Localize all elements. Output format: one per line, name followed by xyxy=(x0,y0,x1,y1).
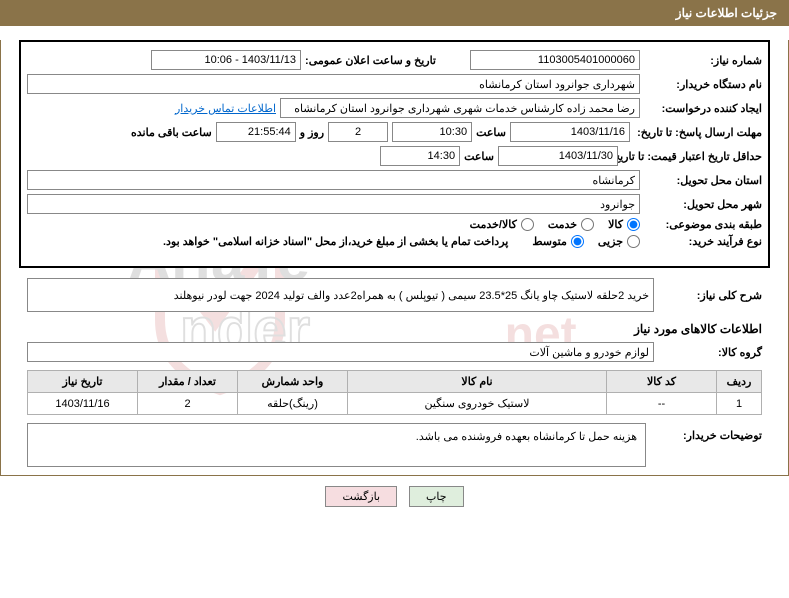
time-remaining: 21:55:44 xyxy=(216,122,296,142)
deadline-resp-time: 10:30 xyxy=(392,122,472,142)
proc-radio-group: جزیی متوسط xyxy=(532,235,640,248)
cell-code: -- xyxy=(607,393,717,415)
radio-medium[interactable] xyxy=(571,235,584,248)
need-desc-label: شرح کلی نیاز: xyxy=(662,289,762,302)
panel-title: جزئیات اطلاعات نیاز xyxy=(676,6,777,20)
back-button[interactable]: بازگشت xyxy=(325,486,397,507)
requester-label: ایجاد کننده درخواست: xyxy=(644,102,762,115)
delivery-province: کرمانشاه xyxy=(27,170,640,190)
payment-note: پرداخت تمام یا بخشی از مبلغ خرید،از محل … xyxy=(163,235,508,248)
outer-frame: شماره نیاز: 1103005401000060 تاریخ و ساع… xyxy=(0,40,789,476)
button-row: چاپ بازگشت xyxy=(0,486,789,507)
th-date: تاریخ نیاز xyxy=(28,371,138,393)
days-and-label: روز و xyxy=(300,126,324,139)
cell-row: 1 xyxy=(717,393,762,415)
category-radio-group: کالا خدمت کالا/خدمت xyxy=(470,218,640,231)
radio-goods-label[interactable]: کالا xyxy=(608,218,640,231)
th-qty: تعداد / مقدار xyxy=(138,371,238,393)
deadline-resp-date: 1403/11/16 xyxy=(510,122,630,142)
buyer-org-field: شهرداری جوانرود استان کرمانشاه xyxy=(27,74,640,94)
cell-unit: (رینگ)حلقه xyxy=(238,393,348,415)
radio-service-label[interactable]: خدمت xyxy=(548,218,594,231)
radio-small[interactable] xyxy=(627,235,640,248)
delivery-province-label: استان محل تحویل: xyxy=(644,174,762,187)
time-label-2: ساعت xyxy=(464,150,494,163)
panel-header: جزئیات اطلاعات نیاز xyxy=(0,0,789,26)
deadline-resp-label: مهلت ارسال پاسخ: تا تاریخ: xyxy=(634,126,762,139)
th-unit: واحد شمارش xyxy=(238,371,348,393)
need-desc: خرید 2حلقه لاستیک چاو یانگ 25*23.5 سیمی … xyxy=(27,278,654,312)
category-label: طبقه بندی موضوعی: xyxy=(644,218,762,231)
time-label-1: ساعت xyxy=(476,126,506,139)
group-field: لوازم خودرو و ماشین آلات xyxy=(27,342,654,362)
need-no-label: شماره نیاز: xyxy=(644,54,762,67)
need-no-field: 1103005401000060 xyxy=(470,50,640,70)
delivery-city-label: شهر محل تحویل: xyxy=(644,198,762,211)
cell-qty: 2 xyxy=(138,393,238,415)
form-container: شماره نیاز: 1103005401000060 تاریخ و ساع… xyxy=(19,40,770,268)
validity-time: 14:30 xyxy=(380,146,460,166)
radio-service[interactable] xyxy=(581,218,594,231)
validity-label: حداقل تاریخ اعتبار قیمت: تا تاریخ: xyxy=(622,150,762,163)
th-name: نام کالا xyxy=(348,371,607,393)
delivery-city: جوانرود xyxy=(27,194,640,214)
radio-goods-service[interactable] xyxy=(521,218,534,231)
items-table: ردیف کد کالا نام کالا واحد شمارش تعداد /… xyxy=(27,370,762,415)
radio-goods-service-label[interactable]: کالا/خدمت xyxy=(470,218,534,231)
th-row: ردیف xyxy=(717,371,762,393)
days-remaining: 2 xyxy=(328,122,388,142)
requester-field: رضا محمد زاده کارشناس خدمات شهری شهرداری… xyxy=(280,98,640,118)
print-button[interactable]: چاپ xyxy=(409,486,464,507)
buyer-contact-link[interactable]: اطلاعات تماس خریدار xyxy=(175,102,276,115)
announce-field: 1403/11/13 - 10:06 xyxy=(151,50,301,70)
buyer-org-label: نام دستگاه خریدار: xyxy=(644,78,762,91)
radio-small-label[interactable]: جزیی xyxy=(598,235,640,248)
cell-date: 1403/11/16 xyxy=(28,393,138,415)
radio-goods[interactable] xyxy=(627,218,640,231)
purchase-proc-label: نوع فرآیند خرید: xyxy=(644,235,762,248)
radio-medium-label[interactable]: متوسط xyxy=(532,235,584,248)
table-row: 1 -- لاستیک خودروی سنگین (رینگ)حلقه 2 14… xyxy=(28,393,762,415)
buyer-notes-label: توضیحات خریدار: xyxy=(652,423,762,467)
buyer-notes: هزینه حمل تا کرمانشاه بعهده فروشنده می ب… xyxy=(27,423,646,467)
announce-label: تاریخ و ساعت اعلان عمومی: xyxy=(305,54,436,67)
items-section-title: اطلاعات کالاهای مورد نیاز xyxy=(27,322,762,336)
remain-suffix: ساعت باقی مانده xyxy=(131,126,212,139)
th-code: کد کالا xyxy=(607,371,717,393)
table-header-row: ردیف کد کالا نام کالا واحد شمارش تعداد /… xyxy=(28,371,762,393)
cell-name: لاستیک خودروی سنگین xyxy=(348,393,607,415)
validity-date: 1403/11/30 xyxy=(498,146,618,166)
group-label: گروه کالا: xyxy=(662,346,762,359)
